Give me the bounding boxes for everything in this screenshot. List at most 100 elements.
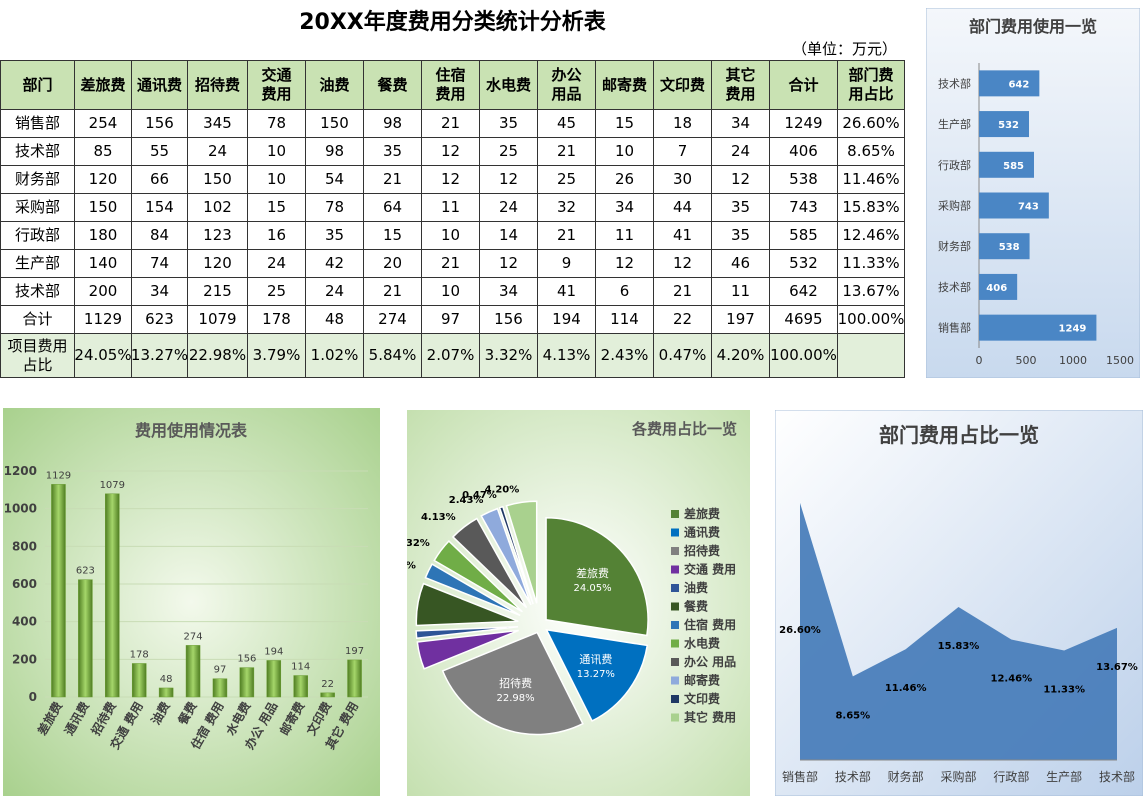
bar (293, 675, 308, 698)
table-cell: 585 (770, 222, 838, 250)
pie-slice (480, 507, 532, 606)
data-label: 13.27% (577, 669, 615, 680)
legend-label: 住宿 费用 (684, 617, 736, 632)
legend-swatch (671, 547, 679, 555)
y-tick-label: 0 (29, 690, 37, 704)
bar (979, 192, 1049, 219)
table-cell: 21 (654, 278, 712, 306)
table-cell: 2.07% (422, 334, 480, 378)
sheet-title: 20XX年度费用分类统计分析表 (299, 10, 606, 35)
category-label: 采购部 (938, 199, 971, 213)
table-cell: 7 (654, 138, 712, 166)
x-tick-label: 500 (1016, 354, 1037, 367)
table-cell: 85 (75, 138, 132, 166)
table-cell: 14 (480, 222, 538, 250)
table-cell: 1249 (770, 110, 838, 138)
table-cell: 194 (538, 306, 596, 334)
chart-title: 部门费用占比一览 (879, 423, 1039, 447)
x-tick-label: 技术部 (1099, 769, 1135, 784)
table-cell: 差旅费 (75, 60, 132, 110)
table: 部门 差旅费 通讯费 招待费 交通 费用 油费 餐费 住宿 费用 水电费 办公 用品 邮寄费 文印费其… (0, 0, 905, 378)
chart-bg (3, 408, 380, 796)
data-label: 2.43% (449, 495, 484, 506)
table-cell: 532 (770, 250, 838, 278)
table-cell: 25 (480, 138, 538, 166)
category-label: 生产部 (938, 117, 971, 131)
pie-chart: 各费用占比一览差旅费24.05%差旅费通讯费13.27%通讯费招待费22.98%… (407, 410, 750, 796)
pie-slice (498, 505, 534, 605)
bar (320, 692, 335, 698)
legend-label: 水电费 (684, 636, 720, 651)
table-cell: 215 (188, 278, 248, 306)
table-cell: 1129 (75, 306, 132, 334)
bar (979, 111, 1030, 138)
table-cell: 4695 (770, 306, 838, 334)
table-cell: 64 (364, 194, 422, 222)
bar (979, 151, 1034, 178)
chart-title: 部门费用使用一览 (969, 17, 1097, 36)
table-cell: 24 (188, 138, 248, 166)
data-label: 11.46% (885, 683, 927, 694)
table-cell: 10 (422, 278, 480, 306)
table-cell: 35 (480, 110, 538, 138)
table-cell: 16 (248, 222, 306, 250)
table-cell: 其它 费用 (712, 60, 770, 110)
table-cell: 98 (364, 110, 422, 138)
table-cell: 34 (596, 194, 654, 222)
category-label: 行政部 (938, 158, 971, 172)
table-cell: 642 (770, 278, 838, 306)
bar (185, 645, 201, 698)
data-label: 0.47% (462, 490, 497, 501)
table-cell: 24 (248, 250, 306, 278)
table-cell: 102 (188, 194, 248, 222)
bar (158, 687, 174, 698)
table-cell: 15 (248, 194, 306, 222)
bar (212, 678, 228, 698)
table-cell: 150 (188, 166, 248, 194)
table-cell: 24 (306, 278, 364, 306)
area (800, 502, 1117, 760)
table-cell: 销售部 (0, 110, 75, 138)
table-cell: 34 (480, 278, 538, 306)
data-label: 156 (237, 654, 256, 665)
bar (78, 579, 93, 698)
table-cell: 11 (596, 222, 654, 250)
table-cell: 21 (422, 250, 480, 278)
table-cell: 623 (132, 306, 188, 334)
table-cell: 15 (596, 110, 654, 138)
table-cell: 42 (306, 250, 364, 278)
table-cell: 8.65% (838, 138, 905, 166)
table-cell: 11.46% (838, 166, 905, 194)
table-cell: 41 (538, 278, 596, 306)
table-cell: 274 (364, 306, 422, 334)
legend-swatch (671, 565, 679, 574)
table-cell: 24 (712, 138, 770, 166)
table-cell: 1.02% (306, 334, 364, 378)
table-cell: 180 (75, 222, 132, 250)
table-cell: 行政部 (0, 222, 75, 250)
bar (266, 660, 282, 698)
y-tick-label: 200 (12, 652, 37, 666)
pie-slice (416, 629, 519, 670)
category-label: 技术部 (938, 76, 971, 90)
y-tick-label: 600 (12, 577, 37, 591)
category-label: 技术部 (938, 280, 971, 294)
table-cell: 邮寄费 (596, 60, 654, 110)
table-cell: 10 (248, 166, 306, 194)
legend-label: 文印费 (684, 691, 720, 706)
table-cell: 文印费 (654, 60, 712, 110)
table-cell: 10 (248, 138, 306, 166)
table-cell: 交通 费用 (248, 60, 306, 110)
table-cell: 21 (538, 138, 596, 166)
pie-slice (441, 631, 584, 736)
table-cell: 150 (306, 110, 364, 138)
legend-label: 通讯费 (684, 525, 720, 540)
pie-slice (505, 500, 538, 604)
bar (239, 667, 255, 698)
table-cell: 743 (770, 194, 838, 222)
table-cell: 100.00% (838, 306, 905, 334)
x-tick-label: 1500 (1106, 354, 1134, 367)
data-label: 48 (160, 674, 173, 685)
table-cell: 66 (132, 166, 188, 194)
